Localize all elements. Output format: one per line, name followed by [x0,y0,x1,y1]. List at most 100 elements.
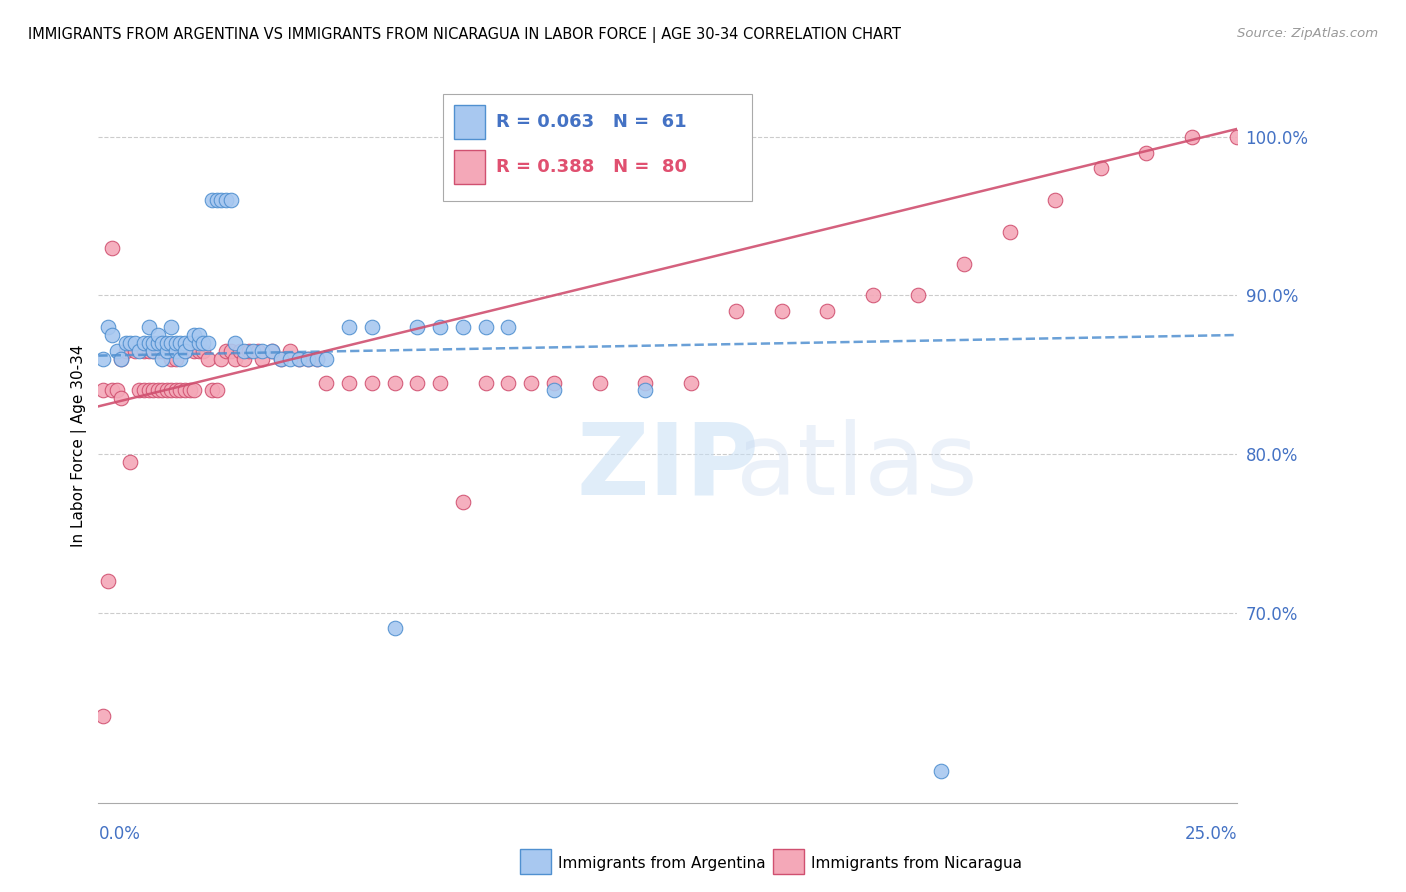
Point [278,343,301,358]
Point [360,320,382,334]
Point [224,335,246,350]
Point [215,193,238,207]
Point [183,343,205,358]
Point [360,376,382,390]
Point [770,304,793,318]
Point [679,376,702,390]
Point [120,335,142,350]
Point [201,193,224,207]
Point [156,335,179,350]
Point [384,376,406,390]
Point [132,335,155,350]
Point [138,320,160,334]
Point [238,343,260,358]
Point [187,335,209,350]
Point [179,384,201,398]
Point [634,376,657,390]
Point [297,351,319,366]
Point [337,320,360,334]
Point [146,328,169,343]
Point [146,384,169,398]
Point [252,351,274,366]
Text: 25.0%: 25.0% [1185,825,1237,843]
Point [260,343,283,358]
Point [315,376,337,390]
Point [219,193,242,207]
Point [498,320,520,334]
Point [288,351,311,366]
Point [288,351,311,366]
Bar [454,105,485,139]
Point [815,304,838,318]
Point [96,320,118,334]
Point [187,328,209,343]
Point [120,455,142,469]
Point [165,351,187,366]
Point [142,335,165,350]
Point [160,384,183,398]
Point [138,384,160,398]
Point [165,343,187,358]
Point [105,384,128,398]
Point [150,351,173,366]
Point [1043,193,1066,207]
Point [215,343,238,358]
Point [543,376,565,390]
Point [160,320,183,334]
Point [224,351,246,366]
Point [233,351,256,366]
Point [124,335,146,350]
Point [169,351,191,366]
Point [142,343,165,358]
Point [156,343,179,358]
Text: R = 0.063   N =  61: R = 0.063 N = 61 [496,113,688,131]
Point [183,384,205,398]
Text: Source: ZipAtlas.com: Source: ZipAtlas.com [1237,27,1378,40]
Point [929,764,952,778]
Point [242,343,264,358]
Point [160,335,183,350]
Point [132,384,155,398]
Point [193,335,215,350]
Point [91,351,114,366]
Point [187,343,209,358]
Point [128,384,150,398]
Point [146,335,169,350]
Point [406,376,429,390]
Point [384,621,406,635]
Point [862,288,884,302]
Point [183,328,205,343]
Text: R = 0.388   N =  80: R = 0.388 N = 80 [496,158,688,176]
Point [174,335,197,350]
Point [252,343,274,358]
Point [124,343,146,358]
Point [91,708,114,723]
Point [174,384,197,398]
Y-axis label: In Labor Force | Age 30-34: In Labor Force | Age 30-34 [72,344,87,548]
Point [429,320,451,334]
Bar [454,150,485,184]
Point [150,384,173,398]
Point [1090,161,1112,176]
Point [246,343,269,358]
Point [193,343,215,358]
Point [138,335,160,350]
Point [219,343,242,358]
Point [725,304,748,318]
Text: atlas: atlas [737,419,977,516]
Point [520,376,543,390]
Point [156,384,179,398]
Point [150,343,173,358]
Point [406,320,429,334]
Point [132,343,155,358]
Point [101,384,124,398]
Point [307,351,329,366]
Point [169,335,191,350]
Point [998,225,1021,239]
Point [297,351,319,366]
Point [96,574,118,588]
Point [337,376,360,390]
Point [156,343,179,358]
Point [634,384,657,398]
Point [142,384,165,398]
